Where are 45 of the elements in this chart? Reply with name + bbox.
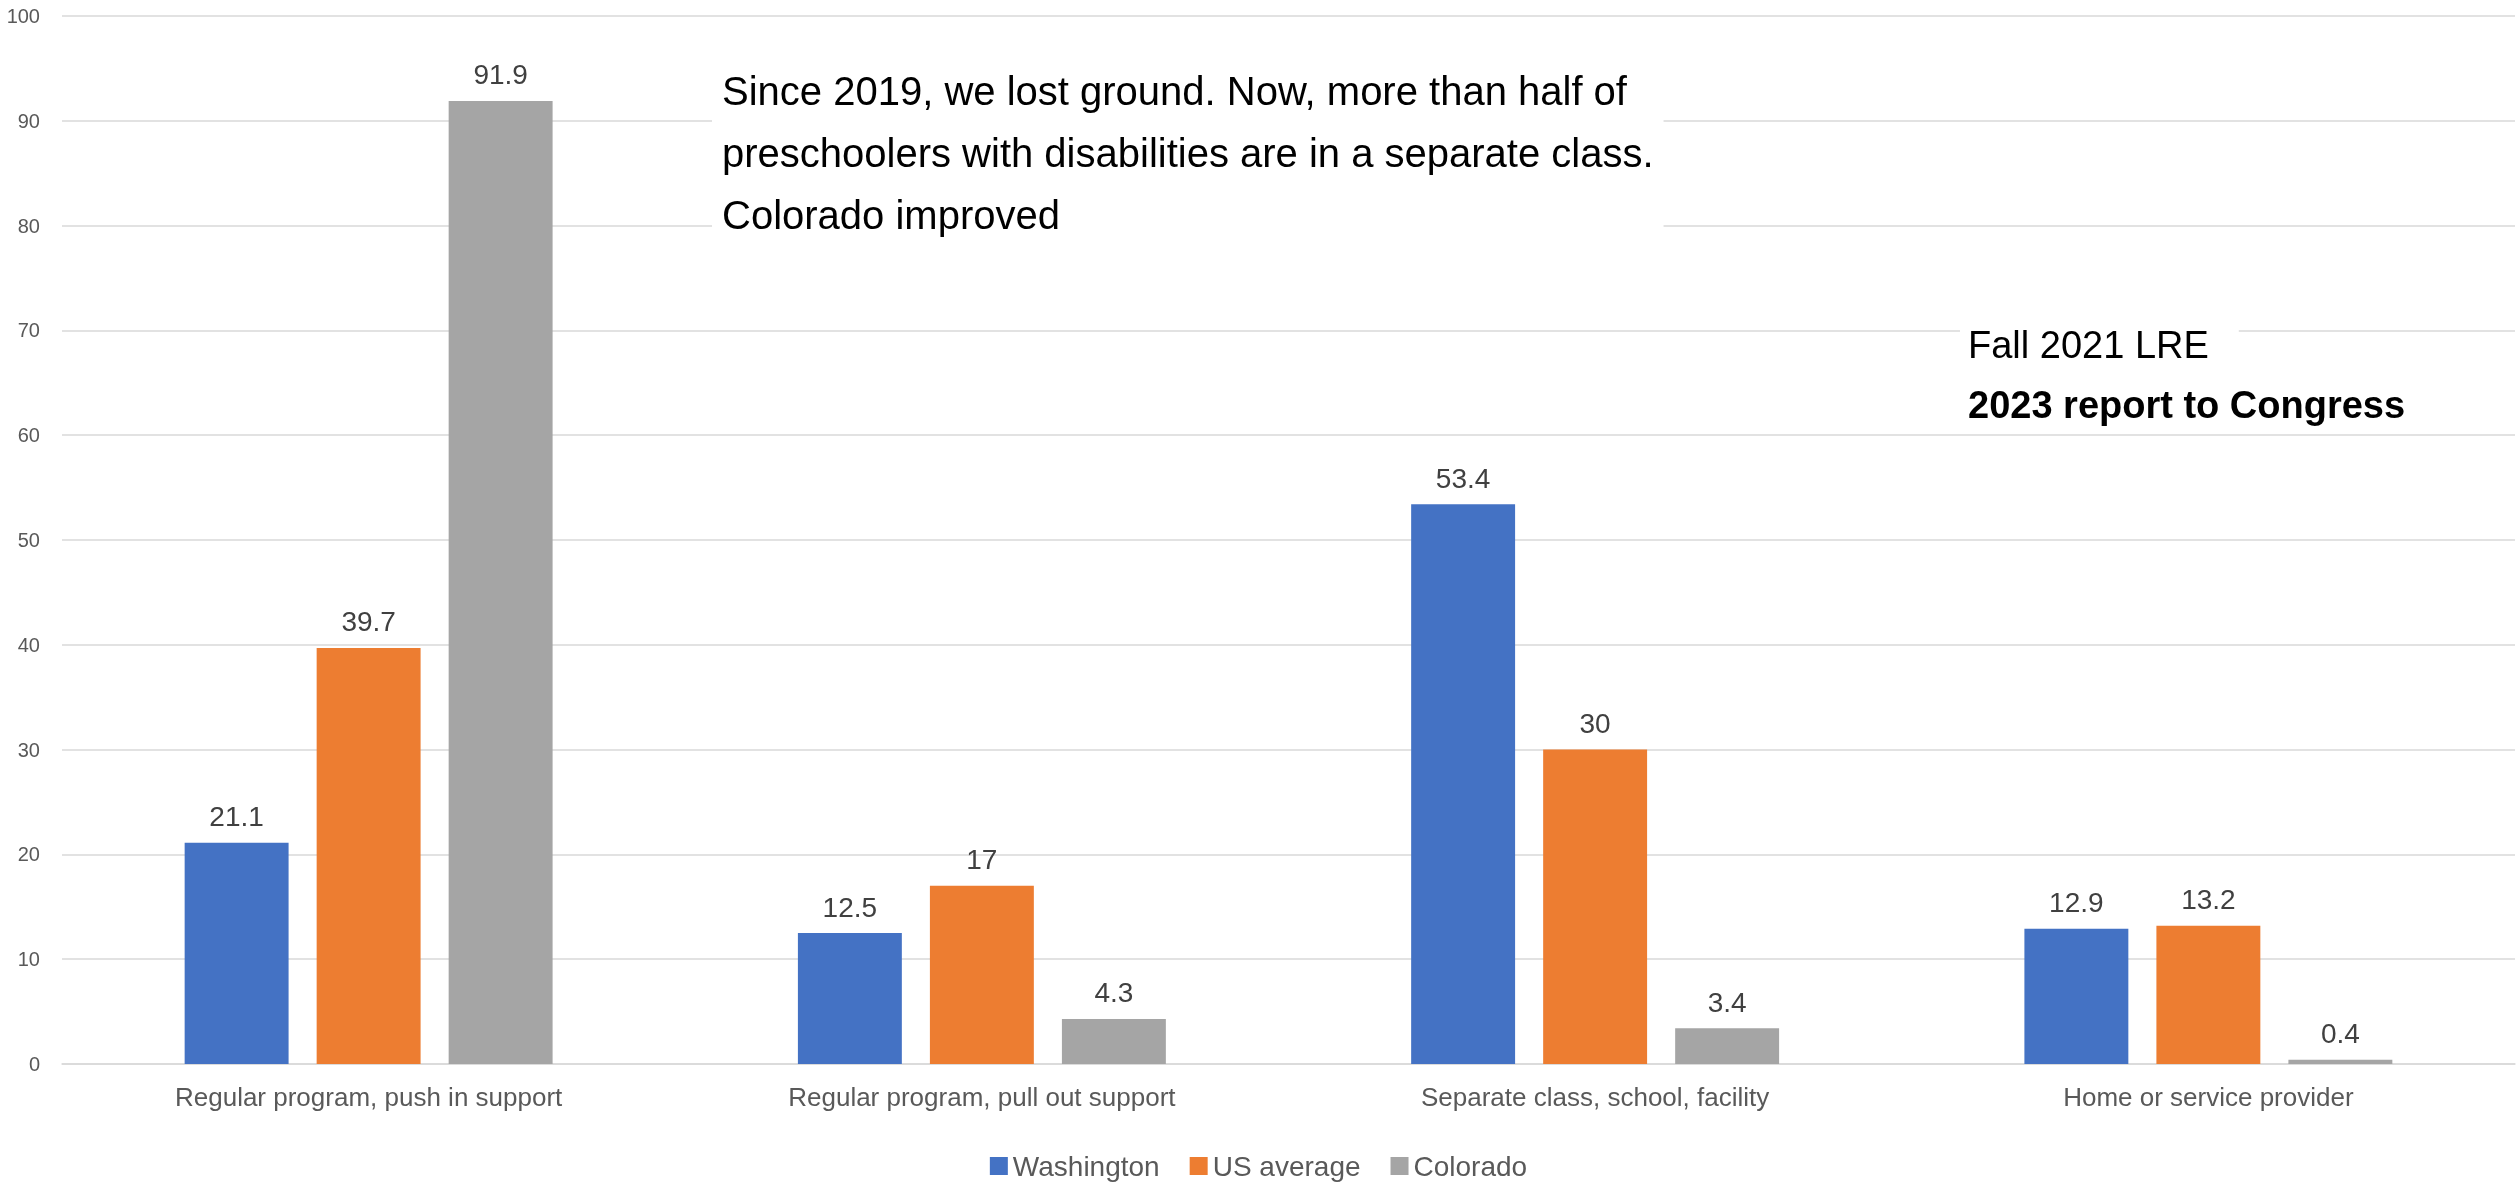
y-tick-label: 60 xyxy=(17,424,40,447)
data-label: 0.4 xyxy=(2320,1018,2360,1050)
x-tick-label: Regular program, pull out support xyxy=(788,1082,1177,1112)
data-label: 21.1 xyxy=(209,801,264,833)
y-tick-label: 50 xyxy=(17,529,40,551)
data-label: 12.9 xyxy=(2049,887,2104,919)
bar xyxy=(184,842,289,1064)
y-tick-label: 0 xyxy=(28,1053,40,1075)
y-tick-label: 40 xyxy=(17,633,40,656)
data-label: 30 xyxy=(1579,708,1611,740)
bar xyxy=(2024,928,2129,1064)
bar xyxy=(1543,749,1648,1064)
legend-label: Colorado xyxy=(1413,1150,1528,1182)
bar xyxy=(1675,1028,1780,1064)
annotation: Fall 2021 LRE xyxy=(1968,324,2209,366)
bar xyxy=(2156,925,2261,1064)
data-label: 39.7 xyxy=(341,606,396,638)
data-label: 13.2 xyxy=(2181,884,2236,916)
x-tick-label: Separate class, school, facility xyxy=(1420,1082,1770,1112)
bar xyxy=(448,100,553,1064)
x-tick-label: Regular program, push in support xyxy=(174,1082,564,1112)
bar xyxy=(316,647,421,1064)
bar xyxy=(2288,1059,2393,1064)
legend-label: US average xyxy=(1212,1150,1361,1182)
bar xyxy=(929,885,1034,1064)
data-label: 4.3 xyxy=(1094,977,1134,1009)
y-tick-label: 20 xyxy=(17,843,40,866)
data-label: 12.5 xyxy=(822,891,878,923)
y-tick-label: 70 xyxy=(17,319,40,342)
x-tick-label: Home or service provider xyxy=(2063,1082,2354,1112)
y-tick-label: 10 xyxy=(17,948,40,971)
bar xyxy=(1411,504,1516,1064)
y-tick-label: 100 xyxy=(6,5,40,27)
data-label: 53.4 xyxy=(1435,462,1491,494)
bar xyxy=(1061,1018,1166,1064)
y-tick-label: 30 xyxy=(17,738,40,761)
annotation: 2023 report to Congress xyxy=(1968,384,2406,426)
annotation: Since 2019, we lost ground. Now, more than half of preschoolers with disabilities are in a separate class. Colorado improved xyxy=(722,69,1654,237)
data-label: 17 xyxy=(966,844,998,876)
y-tick-label: 80 xyxy=(17,214,40,237)
data-label: 91.9 xyxy=(473,59,528,91)
y-tick-label: 90 xyxy=(17,109,40,132)
legend-label: Washington xyxy=(1012,1150,1160,1182)
bar xyxy=(797,933,902,1064)
data-label: 3.4 xyxy=(1707,986,1747,1018)
